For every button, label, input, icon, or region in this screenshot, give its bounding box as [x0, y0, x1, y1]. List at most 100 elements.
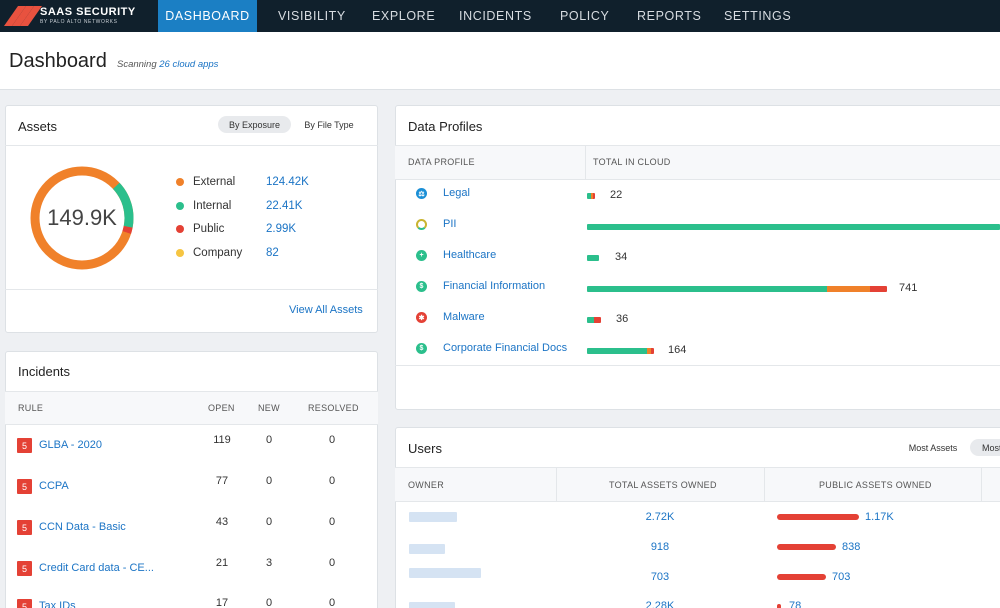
owner-redacted[interactable] [409, 544, 445, 554]
asset-row-public[interactable]: Public 2.99K [176, 221, 296, 237]
data-profile-link[interactable]: PII [443, 218, 457, 230]
col-public-assets-owned[interactable]: PUBLIC ASSETS OWNED [819, 480, 932, 490]
resolved-count[interactable]: 0 [328, 475, 336, 487]
col-resolved[interactable]: RESOLVED [308, 403, 359, 413]
data-profile-bar [587, 348, 654, 354]
brand[interactable]: SAAS SECURITY BY PALO ALTO NETWORKS [0, 0, 158, 32]
internal-dot-icon [176, 202, 184, 210]
resolved-count[interactable]: 0 [328, 597, 336, 608]
external-dot-icon [176, 178, 184, 186]
user-public-bar [777, 574, 826, 580]
dollar-icon: $ [416, 281, 427, 292]
bar-segment [651, 348, 654, 354]
tab-reports[interactable]: REPORTS [637, 9, 702, 23]
col-rule[interactable]: RULE [18, 403, 44, 413]
user-public-assets[interactable]: 78 [789, 600, 802, 608]
asset-value[interactable]: 82 [266, 247, 279, 259]
user-total-assets[interactable]: 2.72K [645, 511, 675, 523]
col-separator [585, 146, 586, 179]
bar-segment [587, 317, 594, 323]
tab-dashboard[interactable]: DASHBOARD [158, 0, 257, 32]
user-total-assets[interactable]: 2.28K [645, 600, 675, 608]
owner-redacted[interactable] [409, 568, 481, 578]
incident-rule-link[interactable]: GLBA - 2020 [39, 439, 102, 451]
col-total-assets-owned[interactable]: TOTAL ASSETS OWNED [609, 480, 717, 490]
bar-segment [827, 286, 870, 292]
tab-settings[interactable]: SETTINGS [724, 9, 792, 23]
assets-card [5, 105, 378, 333]
incident-rule-link[interactable]: Credit Card data - CE... [39, 562, 154, 574]
new-count[interactable]: 0 [265, 597, 273, 608]
new-count[interactable]: 0 [265, 475, 273, 487]
open-count[interactable]: 77 [215, 475, 229, 487]
data-profiles-title: Data Profiles [408, 119, 483, 134]
col-owner[interactable]: OWNER [408, 480, 444, 490]
health-icon: + [416, 250, 427, 261]
col-open[interactable]: OPEN [208, 403, 235, 413]
resolved-count[interactable]: 0 [328, 516, 336, 528]
incident-rule-link[interactable]: CCPA [39, 480, 69, 492]
data-profile-count: 741 [899, 282, 918, 294]
resolved-count[interactable]: 0 [328, 434, 336, 446]
assets-total: 149.9K [47, 205, 117, 230]
data-profile-link[interactable]: Financial Information [443, 280, 546, 292]
users-title: Users [408, 441, 442, 456]
col-new[interactable]: NEW [258, 403, 280, 413]
new-count[interactable]: 0 [265, 516, 273, 528]
asset-row-external[interactable]: External 124.42K [176, 174, 309, 190]
most-public-toggle[interactable]: Most [970, 439, 1000, 456]
view-all-assets-link[interactable]: View All Assets [289, 304, 363, 316]
asset-value[interactable]: 22.41K [266, 200, 303, 212]
most-assets-toggle[interactable]: Most Assets [908, 442, 958, 453]
user-public-assets[interactable]: 703 [832, 571, 851, 583]
user-public-assets[interactable]: 1.17K [865, 511, 894, 523]
open-count[interactable]: 119 [213, 434, 231, 446]
person-icon [416, 219, 427, 230]
user-public-assets[interactable]: 838 [842, 541, 861, 553]
bar-segment [593, 193, 595, 199]
tab-incidents[interactable]: INCIDENTS [459, 9, 532, 23]
scan-count-link[interactable]: 26 cloud apps [159, 59, 219, 70]
tab-visibility[interactable]: VISIBILITY [278, 9, 346, 23]
bar-segment [587, 224, 1000, 230]
bug-icon: ✱ [416, 312, 427, 323]
data-profile-bar [587, 286, 887, 292]
asset-value[interactable]: 2.99K [266, 223, 297, 235]
data-profile-link[interactable]: Healthcare [443, 249, 497, 261]
asset-row-internal[interactable]: Internal 22.41K [176, 198, 302, 214]
incident-rule-link[interactable]: CCN Data - Basic [39, 521, 126, 533]
owner-redacted[interactable] [409, 512, 457, 522]
by-exposure-toggle[interactable]: By Exposure [218, 116, 291, 133]
tab-explore[interactable]: EXPLORE [372, 9, 436, 23]
bar-segment [870, 286, 887, 292]
user-total-assets[interactable]: 918 [650, 541, 670, 553]
new-count[interactable]: 3 [265, 557, 273, 569]
bar-segment [647, 348, 651, 354]
incident-rule-link[interactable]: Tax IDs [39, 600, 76, 608]
owner-redacted[interactable] [409, 602, 455, 608]
col-data-profile[interactable]: DATA PROFILE [408, 157, 475, 167]
bar-segment [587, 255, 599, 261]
palo-alto-logo-icon [3, 6, 43, 26]
open-count[interactable]: 21 [215, 557, 229, 569]
severity-badge: 5 [17, 561, 32, 576]
by-file-type-toggle[interactable]: By File Type [304, 119, 354, 130]
data-profile-link[interactable]: Legal [443, 187, 470, 199]
col-separator [556, 468, 557, 501]
data-profile-link[interactable]: Corporate Financial Docs [443, 342, 568, 354]
open-count[interactable]: 17 [215, 597, 229, 608]
severity-badge: 5 [17, 520, 32, 535]
col-total-in-cloud[interactable]: TOTAL IN CLOUD [593, 157, 671, 167]
open-count[interactable]: 43 [215, 516, 229, 528]
user-total-assets[interactable]: 703 [650, 571, 670, 583]
data-profile-link[interactable]: Malware [443, 311, 485, 323]
asset-label: Internal [193, 200, 232, 212]
incidents-header-row [5, 391, 378, 425]
resolved-count[interactable]: 0 [328, 557, 336, 569]
tab-policy[interactable]: POLICY [560, 9, 610, 23]
asset-row-company[interactable]: Company 82 [176, 245, 279, 261]
new-count[interactable]: 0 [265, 434, 273, 446]
data-profiles-footer-divider [395, 365, 1000, 366]
asset-value[interactable]: 124.42K [266, 176, 309, 188]
page-header: Dashboard Scanning 26 cloud apps [0, 32, 1000, 90]
